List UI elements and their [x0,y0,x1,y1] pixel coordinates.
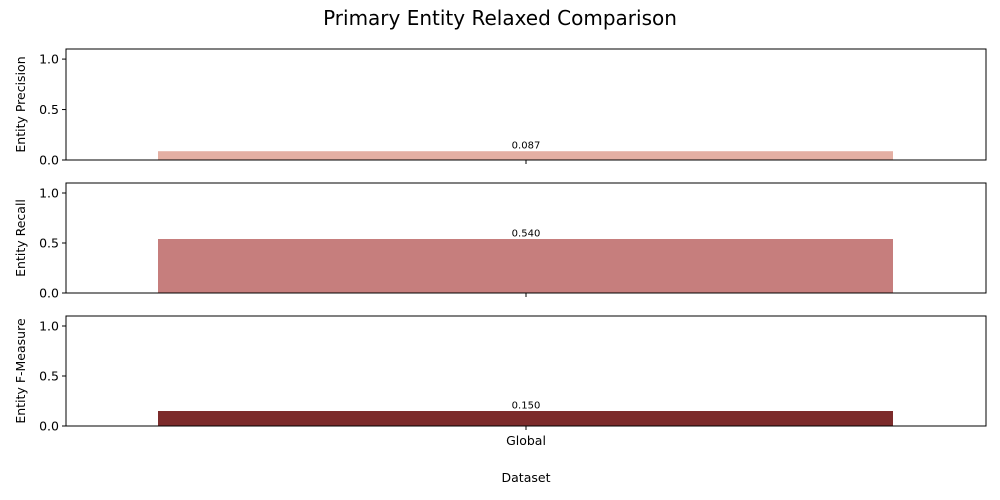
y-tick-label: 0.0 [39,153,59,168]
x-tick-label: Global [506,433,546,448]
data-label: 0.150 [512,401,541,412]
bar [158,151,893,160]
data-label: 0.540 [512,229,541,240]
y-tick-label: 0.5 [39,236,59,251]
y-tick-label: 1.0 [39,319,59,334]
y-tick-label: 0.0 [39,419,59,434]
y-tick-label: 0.5 [39,102,59,117]
chart-title: Primary Entity Relaxed Comparison [323,6,677,30]
y-tick-label: 1.0 [39,52,59,67]
bar [158,239,893,293]
data-label: 0.087 [512,141,541,152]
x-axis-label: Dataset [502,470,551,485]
panel-3: 0.150 0.0 0.5 1.0 Entity F-Measure [13,315,987,434]
panel-1: 0.087 0.0 0.5 1.0 Entity Precision [13,48,987,168]
y-tick-label: 0.0 [39,286,59,301]
y-tick-label: 1.0 [39,186,59,201]
y-axis-label: Entity Recall [13,199,28,277]
y-axis-label: Entity Precision [13,56,28,152]
y-tick-label: 0.5 [39,369,59,384]
panel-2: 0.540 0.0 0.5 1.0 Entity Recall [13,182,987,301]
y-axis-label: Entity F-Measure [13,318,28,424]
bar [158,411,893,426]
